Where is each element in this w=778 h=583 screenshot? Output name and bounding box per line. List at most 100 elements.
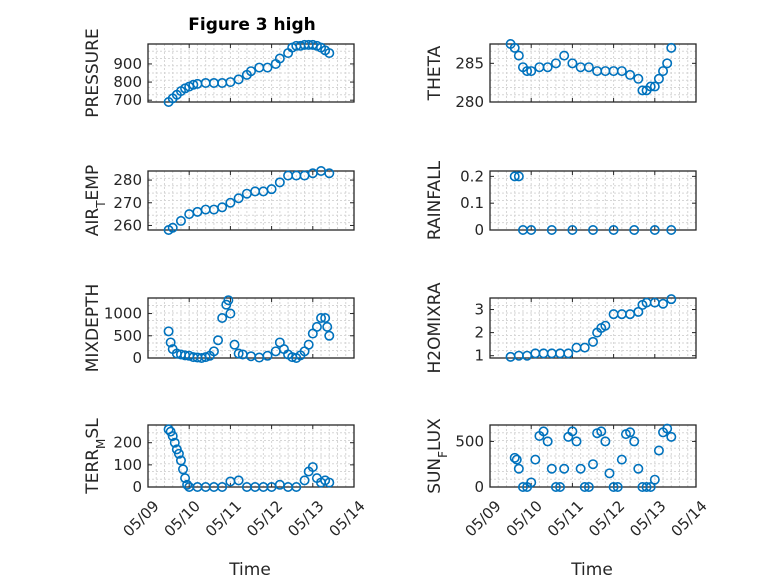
data-point	[182, 479, 193, 490]
data-point	[233, 475, 244, 486]
y-tick-label: 1000	[104, 305, 142, 323]
x-axis-label: Time	[228, 560, 271, 580]
data-point	[324, 477, 335, 488]
data-point	[633, 73, 644, 84]
data-point	[629, 436, 640, 447]
axes-frame	[147, 170, 355, 231]
data-point	[567, 225, 578, 236]
data-point	[587, 336, 598, 347]
data-point	[587, 225, 598, 236]
x-tick-label: 05/09	[119, 497, 162, 540]
data-point	[550, 481, 561, 492]
data-point	[274, 53, 285, 64]
data-point	[307, 462, 318, 473]
x-tick-label: 05/14	[667, 497, 710, 540]
y-tick-label: 700	[113, 91, 142, 109]
data-point	[175, 455, 186, 466]
y-tick-label: 500	[455, 432, 484, 450]
x-tick-label: 05/10	[161, 497, 204, 540]
data-point	[165, 337, 176, 348]
data-point	[604, 468, 615, 479]
data-point	[233, 348, 244, 359]
x-tick-label: 05/14	[325, 497, 368, 540]
data-point	[188, 79, 199, 90]
data-point	[563, 348, 574, 359]
data-point	[274, 177, 285, 188]
data-point	[530, 454, 541, 465]
y-tick-label: 500	[113, 327, 142, 345]
data-point	[637, 85, 648, 96]
data-point	[163, 326, 174, 337]
axes-frame	[147, 43, 355, 103]
data-point	[653, 445, 664, 456]
data-point	[662, 58, 673, 69]
data-point	[587, 459, 598, 470]
data-point	[559, 50, 570, 61]
data-point	[526, 477, 537, 488]
data-point	[629, 225, 640, 236]
data-point	[246, 351, 257, 362]
data-point	[542, 62, 553, 73]
data-point	[579, 481, 590, 492]
data-point	[217, 202, 228, 213]
data-point	[299, 475, 310, 486]
data-point	[320, 312, 331, 323]
panel-h2omixra: 1 2 3 H2OMIXRA	[425, 282, 697, 374]
data-point	[666, 431, 677, 442]
data-point	[653, 73, 664, 84]
data-point	[322, 321, 333, 332]
y-tick-label: 1	[474, 347, 484, 365]
y-tick-label: 0	[132, 478, 142, 496]
y-tick-label: 900	[113, 55, 142, 73]
data-point	[223, 295, 234, 306]
panel-air-temp: 260 270 280 AIRTEMP	[83, 165, 355, 236]
data-point	[266, 184, 277, 195]
y-tick-label: 0	[474, 221, 484, 239]
data-point	[208, 346, 219, 357]
data-point	[509, 42, 520, 53]
data-point	[262, 62, 273, 73]
y-tick-label: 100	[113, 456, 142, 474]
data-point	[596, 426, 607, 437]
axes-frame	[489, 170, 697, 231]
y-tick-label: 0.2	[460, 167, 484, 185]
data-point	[600, 436, 611, 447]
data-point	[567, 426, 578, 437]
data-point	[303, 339, 314, 350]
data-point	[641, 481, 652, 492]
data-point	[217, 481, 228, 492]
data-point	[262, 350, 273, 361]
y-axis-label: RAINFALL	[425, 160, 445, 240]
data-point	[175, 215, 186, 226]
data-point	[522, 66, 533, 77]
data-point	[633, 463, 644, 474]
axes-frame	[489, 43, 697, 103]
data-point	[649, 225, 660, 236]
y-tick-label: 2	[474, 324, 484, 342]
data-point	[200, 352, 211, 363]
data-point	[555, 481, 566, 492]
axes-frame	[489, 297, 697, 359]
y-tick-label: 270	[113, 194, 142, 212]
data-point	[324, 48, 335, 59]
data-point	[559, 463, 570, 474]
data-point	[213, 335, 224, 346]
data-point	[649, 81, 660, 92]
data-point	[649, 474, 660, 485]
y-axis-label: MIXDEPTH	[83, 284, 103, 373]
data-point	[625, 69, 636, 80]
data-point	[583, 62, 594, 73]
data-point	[575, 463, 586, 474]
x-tick-label: 05/09	[461, 497, 504, 540]
x-tick-label: 05/12	[243, 497, 286, 540]
y-axis-label: AIRTEMP	[83, 165, 108, 236]
data-point	[616, 454, 627, 465]
data-point	[658, 298, 669, 309]
data-point	[625, 427, 636, 438]
y-tick-label: 280	[113, 171, 142, 189]
data-point	[517, 481, 528, 492]
data-point	[608, 225, 619, 236]
